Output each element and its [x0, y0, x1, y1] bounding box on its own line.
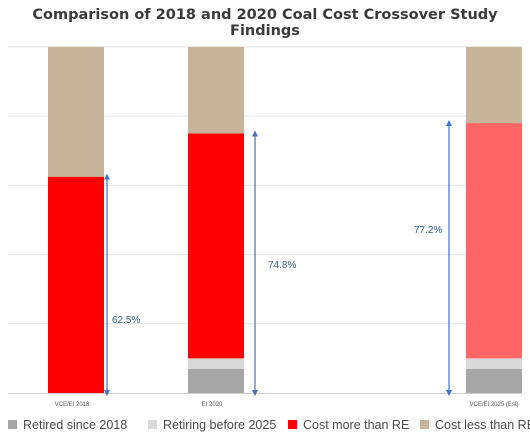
- legend-swatch: [420, 420, 429, 429]
- annotation-label: 62.5%: [112, 315, 140, 326]
- x-tick-label: VCE/EI 2025 (Est): [469, 402, 518, 408]
- x-tick-label: VCE/EI 2018: [55, 402, 90, 408]
- chart-title: Comparison of 2018 and 2020 Coal Cost Cr…: [32, 7, 498, 39]
- legend-swatch: [288, 420, 297, 429]
- bar-segment: [466, 46, 522, 124]
- bar-segment: [466, 358, 522, 369]
- legend-swatch: [8, 420, 17, 429]
- bar-segment: [466, 123, 522, 359]
- legend-label: Cost more than RE: [303, 418, 409, 432]
- bar-segment: [48, 46, 104, 177]
- bar-segment: [48, 176, 104, 393]
- legend-label: Retired since 2018: [23, 418, 127, 432]
- annotation-label: 74.8%: [268, 260, 296, 271]
- legend-label: Retiring before 2025: [163, 418, 276, 432]
- bar-segment: [466, 368, 522, 393]
- bar-segment: [188, 368, 244, 393]
- legend-label: Cost less than RE: [435, 418, 530, 432]
- legend-swatch: [148, 420, 157, 429]
- bar-segment: [188, 133, 244, 359]
- bar-segment: [188, 46, 244, 134]
- x-tick-label: EI 2020: [202, 402, 223, 408]
- annotation-label: 77.2%: [414, 225, 442, 236]
- bar-segment: [188, 358, 244, 369]
